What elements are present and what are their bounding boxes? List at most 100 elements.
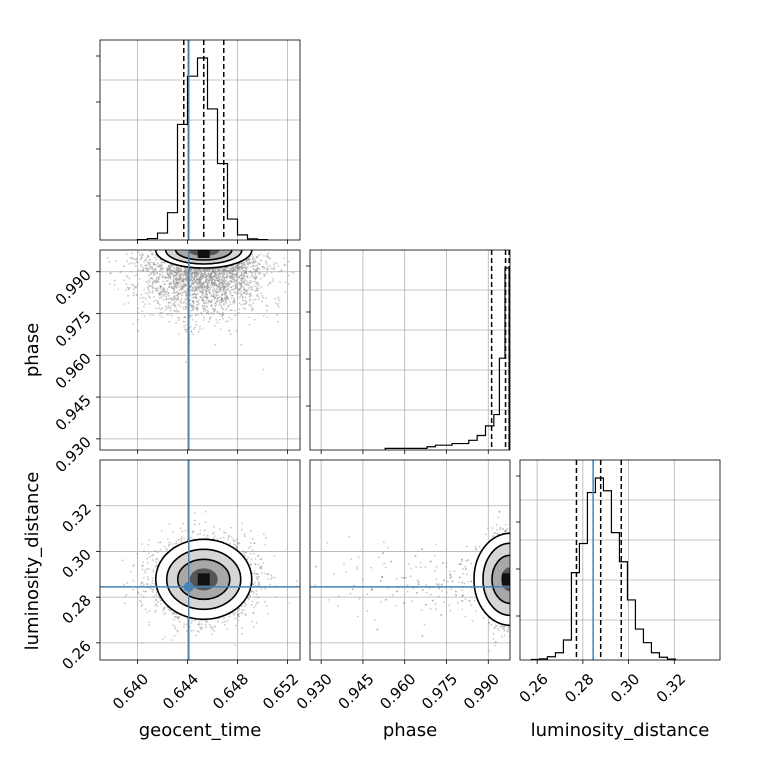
sample-point — [222, 282, 225, 285]
sample-point — [167, 301, 170, 304]
sample-point — [176, 269, 178, 272]
sample-point — [135, 259, 137, 261]
sample-point — [206, 275, 208, 277]
sample-point — [197, 281, 200, 284]
sample-point — [212, 308, 215, 311]
sample-point — [277, 306, 280, 309]
sample-point — [267, 255, 269, 258]
sample-point — [230, 274, 233, 277]
sample-point — [240, 293, 243, 296]
sample-point — [250, 288, 253, 291]
sample-point — [150, 272, 153, 275]
sample-point — [220, 286, 222, 289]
sample-point — [151, 290, 154, 292]
sample-point — [180, 291, 182, 294]
sample-point — [174, 292, 177, 294]
sample-point — [180, 268, 182, 271]
sample-point — [170, 315, 173, 317]
sample-point — [273, 263, 276, 266]
sample-point — [208, 276, 211, 279]
sample-point — [190, 629, 193, 632]
sample-point — [159, 272, 161, 275]
sample-point — [203, 276, 206, 279]
sample-point — [199, 295, 202, 298]
sample-point — [232, 269, 235, 272]
sample-point — [267, 578, 269, 580]
sample-point — [234, 279, 237, 282]
sample-point — [175, 299, 178, 302]
sample-point — [262, 314, 265, 317]
sample-point — [248, 287, 250, 289]
sample-point — [244, 266, 246, 269]
sample-point — [254, 289, 257, 292]
sample-point — [166, 307, 168, 310]
sample-point — [213, 271, 216, 274]
sample-point — [229, 309, 232, 312]
sample-point — [159, 291, 162, 294]
sample-point — [184, 283, 187, 285]
sample-point — [227, 534, 230, 537]
sample-point — [195, 287, 197, 290]
sample-point — [170, 264, 173, 266]
sample-point — [233, 291, 236, 293]
sample-point — [143, 315, 146, 317]
sample-point — [212, 313, 215, 315]
sample-point — [266, 266, 269, 268]
sample-point — [248, 316, 251, 319]
sample-point — [161, 291, 164, 293]
sample-point — [225, 293, 227, 295]
sample-point — [254, 265, 257, 267]
sample-point — [195, 287, 198, 289]
sample-point — [225, 269, 228, 272]
sample-point — [158, 292, 161, 294]
sample-point — [155, 564, 158, 567]
sample-point — [143, 305, 145, 308]
sample-point — [193, 277, 196, 279]
sample-point — [254, 298, 257, 301]
sample-point — [211, 283, 214, 285]
sample-point — [162, 276, 164, 279]
sample-point — [170, 272, 173, 275]
sample-point — [222, 317, 224, 320]
sample-point — [204, 309, 207, 312]
sample-point — [207, 279, 210, 282]
sample-point — [140, 605, 143, 608]
sample-point — [178, 317, 181, 320]
sample-point — [284, 281, 287, 284]
sample-point — [145, 264, 148, 267]
sample-point — [172, 280, 175, 283]
sample-point — [262, 296, 265, 299]
sample-point — [146, 557, 149, 560]
sample-point — [243, 288, 246, 290]
sample-point — [139, 269, 142, 272]
sample-point — [211, 633, 214, 635]
sample-point — [181, 273, 184, 276]
sample-point — [238, 288, 241, 291]
sample-point — [177, 274, 180, 277]
sample-point — [180, 540, 183, 543]
sample-point — [246, 558, 249, 561]
sample-point — [211, 628, 213, 631]
sample-point — [210, 272, 213, 275]
sample-point — [183, 328, 186, 331]
sample-point — [227, 285, 229, 287]
sample-point — [257, 254, 260, 256]
sample-point — [123, 602, 126, 605]
sample-point — [177, 617, 180, 620]
sample-point — [203, 310, 205, 313]
sample-point — [167, 268, 169, 271]
sample-point — [152, 559, 154, 561]
sample-point — [237, 613, 239, 616]
sample-point — [128, 263, 131, 265]
sample-point — [222, 279, 224, 282]
sample-point — [244, 299, 246, 302]
sample-point — [186, 287, 189, 290]
sample-point — [127, 301, 130, 304]
sample-point — [166, 279, 169, 282]
sample-point — [238, 542, 241, 544]
sample-point — [245, 272, 247, 275]
sample-point — [221, 277, 224, 280]
sample-point — [142, 267, 145, 269]
sample-point — [205, 291, 208, 294]
